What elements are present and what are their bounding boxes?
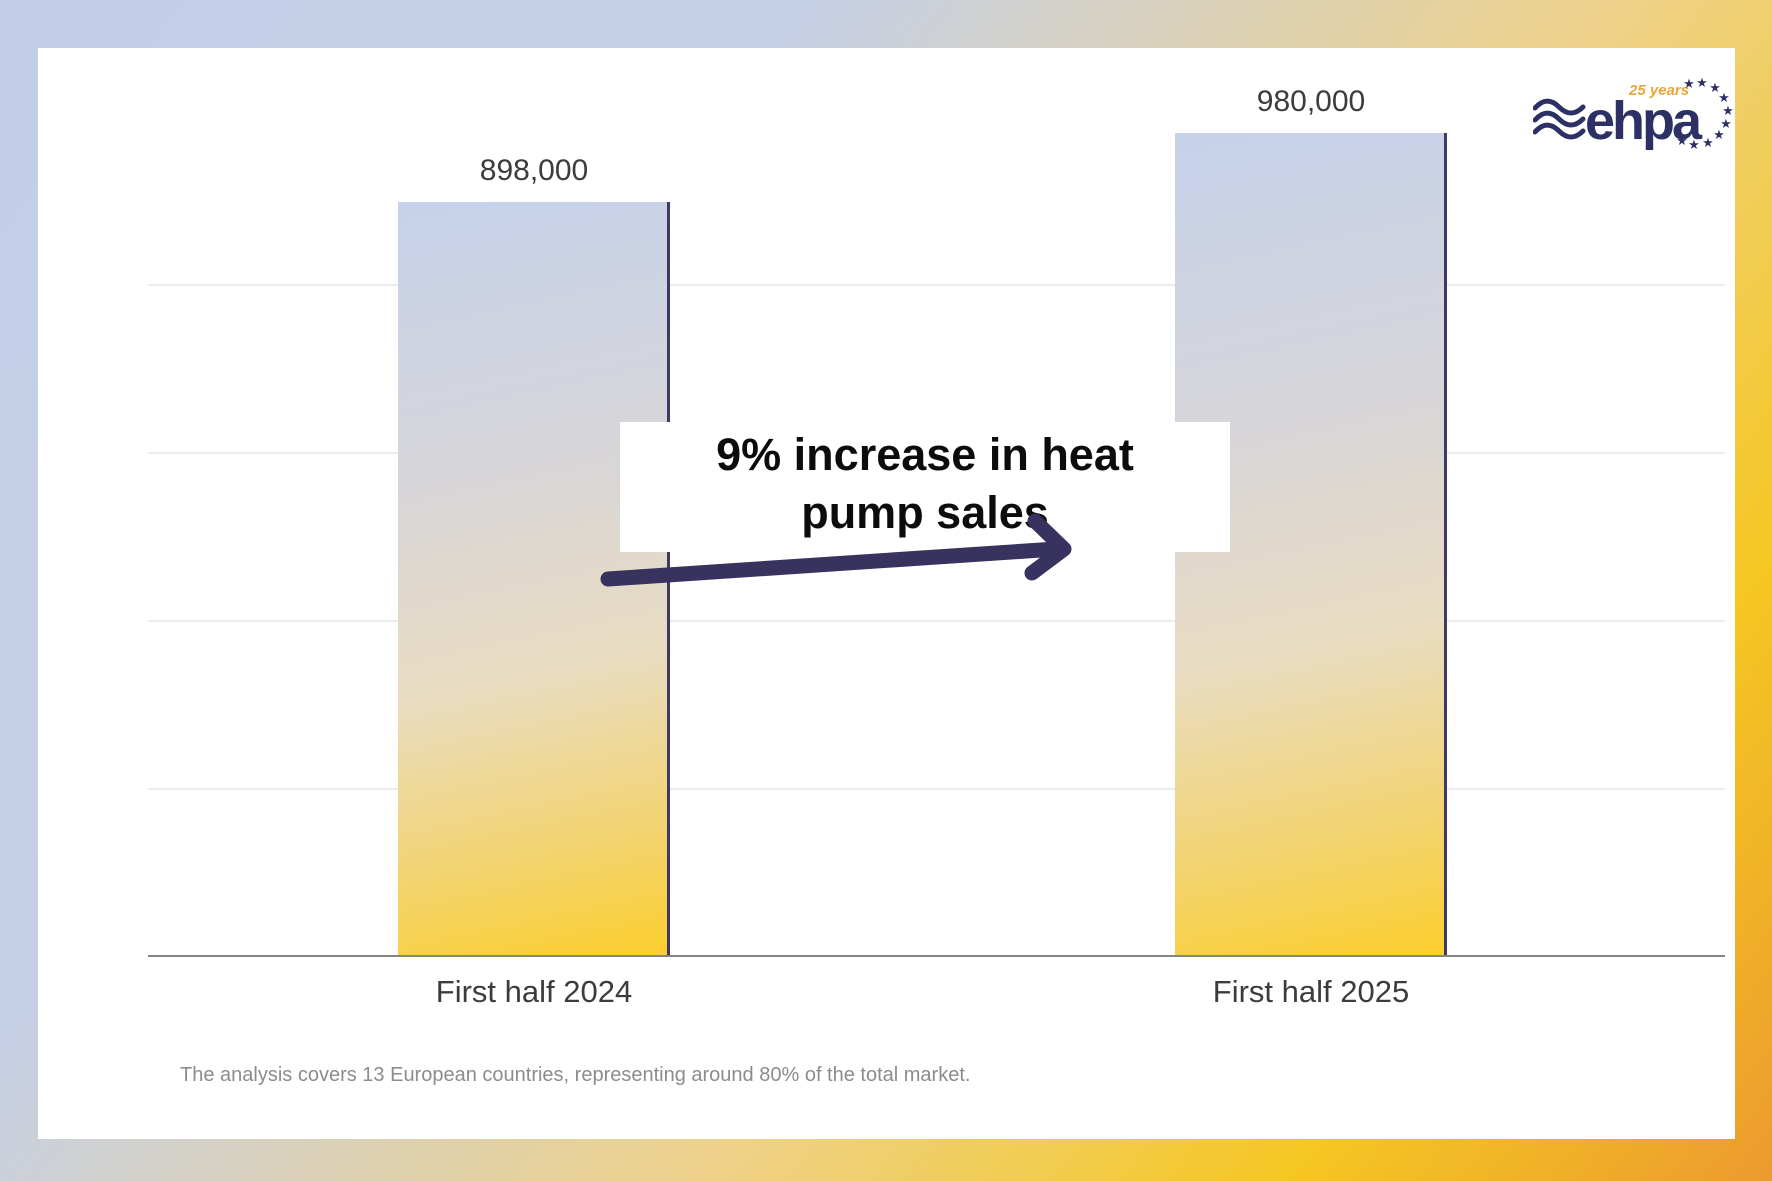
gridline — [148, 788, 1725, 790]
svg-text:★: ★ — [1713, 128, 1725, 143]
category-label: First half 2024 — [435, 974, 633, 1009]
x-axis-line — [148, 955, 1725, 957]
stars-icon: ★ ★ ★ ★ ★ ★ ★ ★ ★ ★ — [1676, 76, 1734, 153]
svg-text:★: ★ — [1702, 136, 1714, 151]
annotation-line-2: pump sales — [801, 487, 1049, 538]
annotation-text: 9% increase in heat pump sales — [620, 422, 1230, 552]
value-label: 980,000 — [1256, 84, 1366, 118]
gridline — [148, 620, 1725, 622]
svg-text:★: ★ — [1683, 77, 1695, 92]
svg-text:★: ★ — [1709, 81, 1721, 96]
svg-text:★: ★ — [1676, 134, 1688, 149]
svg-text:★: ★ — [1722, 104, 1734, 119]
gridline — [148, 284, 1725, 286]
value-label: 898,000 — [479, 153, 589, 187]
ehpa-logo: ehpa 25 years ★ ★ ★ ★ ★ ★ ★ ★ ★ ★ — [1533, 76, 1734, 153]
logo-badge-text: 25 years — [1628, 82, 1689, 99]
svg-text:★: ★ — [1720, 117, 1732, 132]
bar-first-half-2024 — [398, 201, 670, 956]
category-label: First half 2025 — [1212, 974, 1410, 1009]
svg-text:★: ★ — [1688, 138, 1700, 153]
chart-card: 898,000 First half 2024 980,000 First half … — [38, 48, 1735, 1139]
waves-icon — [1533, 98, 1586, 140]
svg-text:★: ★ — [1696, 76, 1708, 91]
svg-text:★: ★ — [1718, 91, 1730, 106]
footnote-text: The analysis covers 13 European countrie… — [180, 1064, 971, 1086]
annotation-line-1: 9% increase in heat — [716, 429, 1134, 480]
logo-brand-text: ehpa — [1585, 91, 1703, 151]
